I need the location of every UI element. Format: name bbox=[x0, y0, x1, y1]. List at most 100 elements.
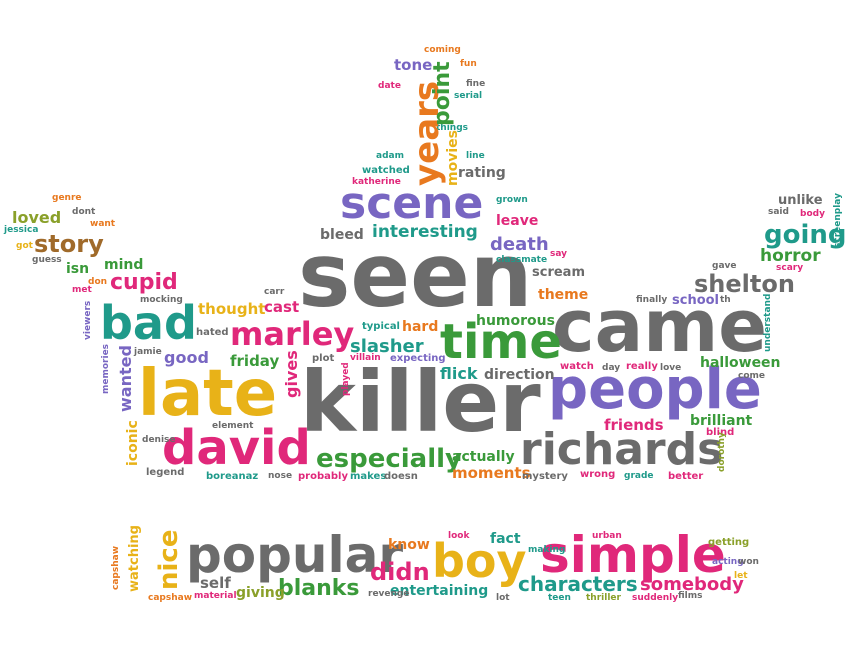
word-giving: giving bbox=[236, 585, 285, 601]
word-nose: nose bbox=[268, 471, 293, 481]
word-going: going bbox=[764, 220, 847, 250]
word-bad: bad bbox=[100, 296, 197, 350]
word-things: things bbox=[436, 123, 469, 133]
word-grade: grade bbox=[624, 471, 654, 481]
word-popular: popular bbox=[186, 526, 404, 584]
word-expecting: expecting bbox=[390, 353, 446, 364]
word-making: look bbox=[448, 531, 470, 541]
word-material: capshaw bbox=[148, 593, 193, 603]
word-scream: scream bbox=[532, 265, 585, 280]
word-came: came bbox=[552, 284, 768, 368]
word-blind: blind bbox=[706, 427, 735, 438]
word-really: really bbox=[626, 361, 658, 372]
word-look: revenge bbox=[368, 589, 410, 599]
word-leave: leave bbox=[496, 213, 539, 229]
word-school: school bbox=[672, 293, 720, 308]
word-simple: simple bbox=[540, 526, 726, 584]
word-mocking: mocking bbox=[140, 295, 183, 305]
word-people: people bbox=[548, 357, 762, 422]
word-flick: flick bbox=[440, 364, 478, 383]
word-day: day bbox=[602, 363, 621, 373]
word-mind: mind bbox=[104, 257, 144, 273]
word-come: come bbox=[738, 371, 765, 381]
word-say: say bbox=[550, 249, 568, 259]
word-jessica: jessica bbox=[4, 225, 39, 235]
word-typical: typical bbox=[362, 321, 400, 332]
word-dont: dont bbox=[72, 207, 96, 217]
word-loved: loved bbox=[12, 208, 62, 227]
word-teen: lot bbox=[496, 593, 510, 603]
word-richards: richards bbox=[520, 424, 724, 475]
word-david: david bbox=[162, 420, 311, 476]
word-rating: rating bbox=[458, 165, 506, 181]
word-tone: tone bbox=[394, 56, 433, 74]
word-guess: guess bbox=[32, 255, 62, 265]
word-gave: gave bbox=[712, 261, 737, 271]
word-genre: genre bbox=[52, 193, 82, 203]
word-said: said bbox=[768, 207, 789, 217]
word-carr: carr bbox=[264, 287, 285, 297]
word-humorous: humorous bbox=[476, 313, 555, 329]
word-somebody: somebody bbox=[640, 574, 744, 595]
word-let: won bbox=[738, 557, 759, 567]
word-th: th bbox=[720, 295, 731, 305]
word-unlike: unlike bbox=[778, 193, 823, 208]
word-screenplay: screenplay bbox=[833, 193, 843, 248]
word-hated: hated bbox=[196, 327, 229, 338]
word-isn: isn bbox=[66, 261, 90, 277]
word-got: got bbox=[16, 241, 33, 251]
word-brilliant: brilliant bbox=[690, 413, 753, 429]
word-wrong: wrong bbox=[580, 469, 616, 480]
word-understand: understand bbox=[763, 293, 773, 352]
word-watching: watching bbox=[127, 525, 142, 592]
word-time: time bbox=[440, 314, 562, 370]
word-element: element bbox=[212, 421, 254, 431]
word-iconic: iconic bbox=[125, 420, 141, 466]
word-fact: fact bbox=[490, 531, 521, 547]
word-adam: adam bbox=[376, 151, 404, 161]
word-story: story bbox=[34, 230, 104, 258]
word-late: late bbox=[138, 357, 278, 431]
word-cast: cast bbox=[264, 298, 300, 316]
word-especially: especially bbox=[316, 444, 462, 474]
word-killer: killer bbox=[300, 353, 541, 451]
word-interesting: interesting bbox=[372, 222, 478, 242]
word-date: date bbox=[378, 81, 401, 91]
word-boreanaz: boreanaz bbox=[206, 471, 259, 482]
word-watch: watch bbox=[560, 361, 594, 372]
word-don: don bbox=[88, 277, 108, 287]
word-doesn: doesn bbox=[384, 471, 418, 482]
word-actually: actually bbox=[452, 449, 515, 465]
word-met: met bbox=[72, 285, 92, 295]
word-halloween: halloween bbox=[700, 355, 781, 371]
word-legend: legend bbox=[146, 467, 185, 478]
word-want: want bbox=[90, 219, 116, 229]
word-suddenly: thriller bbox=[586, 593, 621, 603]
word-acting: getting bbox=[708, 537, 750, 548]
word-self: self bbox=[200, 574, 231, 592]
word-scene: scene bbox=[340, 178, 484, 229]
word-makes: makes bbox=[350, 471, 387, 482]
word-friends: friends bbox=[604, 416, 664, 434]
word-won: acting bbox=[712, 557, 744, 567]
word-seen: seen bbox=[298, 224, 533, 327]
word-theme: theme bbox=[538, 287, 589, 303]
word-slasher: slasher bbox=[350, 336, 424, 357]
word-grown: grown bbox=[496, 195, 528, 205]
word-boy: boy bbox=[432, 534, 527, 588]
word-capshaw: capshaw bbox=[111, 545, 121, 590]
word-thriller: teen bbox=[548, 593, 571, 603]
word-point: point bbox=[430, 61, 455, 126]
word-moments: moments bbox=[452, 464, 531, 482]
word-memories: memories bbox=[101, 343, 111, 394]
word-gives: gives bbox=[282, 350, 301, 398]
word-serial: serial bbox=[454, 91, 483, 101]
word-lot: making bbox=[528, 545, 566, 555]
word-nice: nice bbox=[154, 529, 184, 590]
word-scary: scary bbox=[776, 263, 804, 273]
word-dorothy: dorothy bbox=[717, 432, 727, 472]
word-finally: finally bbox=[636, 295, 668, 305]
word-wanted: wanted bbox=[116, 345, 135, 412]
word-thought: thought bbox=[198, 300, 266, 318]
